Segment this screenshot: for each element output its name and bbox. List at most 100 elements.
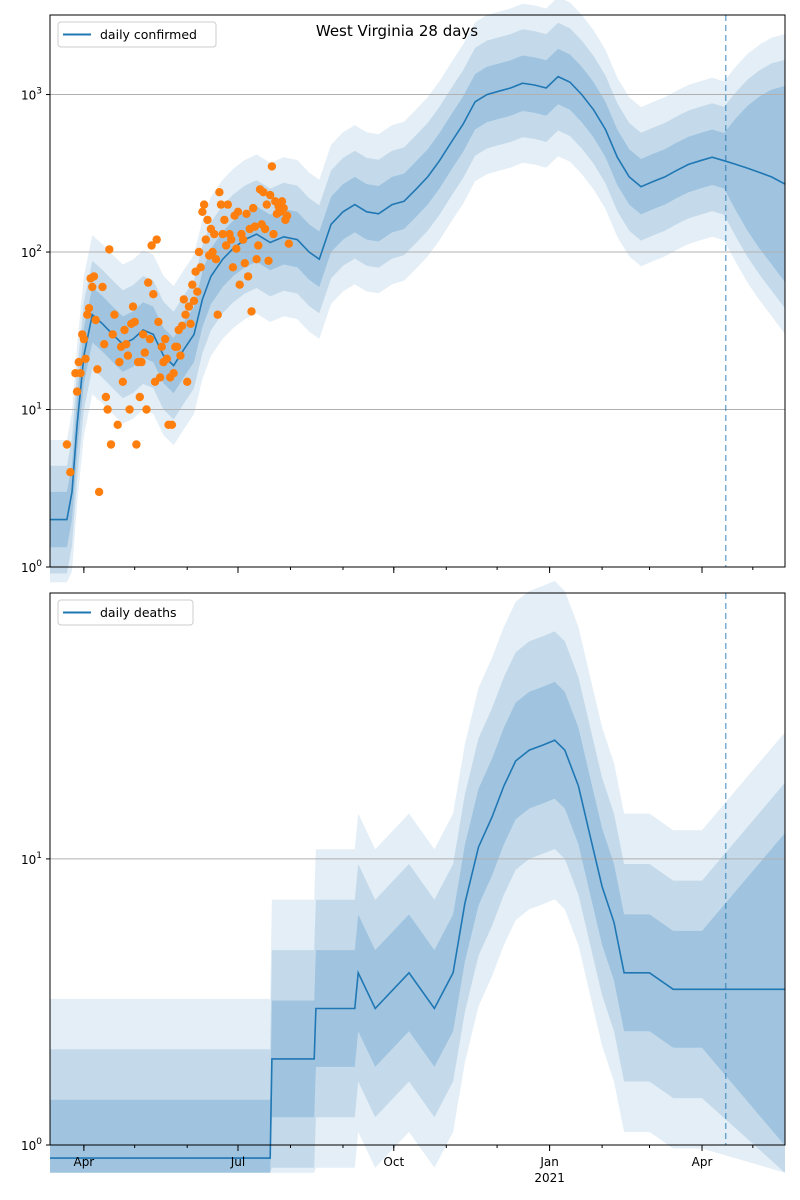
data-point-3 (72, 387, 82, 396)
data-point-112 (260, 224, 270, 234)
data-point-50 (155, 373, 165, 382)
data-point-83 (211, 255, 221, 264)
data-point-86 (216, 200, 226, 209)
data-point-73 (194, 247, 204, 257)
data-point-15 (93, 365, 102, 374)
data-point-26 (115, 357, 124, 367)
data-point-122 (277, 197, 287, 206)
data-point-58 (169, 369, 178, 378)
confidence-band-1 (50, 681, 785, 1173)
data-point-29 (120, 325, 129, 335)
data-point-23 (108, 330, 117, 339)
data-point-43 (144, 278, 153, 287)
x-tick-label-2: Oct (383, 1155, 404, 1169)
axes-frame (49, 592, 786, 1146)
data-point-126 (284, 239, 293, 248)
data-point-101 (242, 209, 251, 218)
data-point-28 (118, 377, 128, 386)
data-point-22 (106, 440, 116, 449)
data-point-64 (179, 295, 188, 304)
data-point-36 (132, 440, 141, 449)
data-point-1 (66, 468, 75, 477)
data-point-25 (113, 420, 122, 429)
data-point-12 (88, 282, 97, 292)
series-line (50, 739, 785, 1159)
data-point-113 (262, 200, 271, 209)
y-tick-label-3: 103 (21, 87, 42, 103)
data-point-72 (193, 287, 202, 296)
data-point-16 (94, 487, 104, 497)
data-point-34 (128, 302, 138, 311)
x-tick-label-4: Apr (692, 1155, 713, 1169)
data-point-32 (125, 405, 134, 414)
confidence-band-2 (50, 22, 785, 574)
confidence-band-3 (50, 0, 785, 583)
legend-box (57, 21, 217, 48)
data-point-8 (81, 354, 90, 363)
data-point-115 (266, 190, 275, 200)
data-point-41 (140, 348, 149, 357)
data-point-35 (130, 317, 139, 327)
data-point-39 (137, 357, 146, 367)
data-point-65 (181, 310, 190, 319)
data-point-70 (189, 296, 199, 305)
data-point-89 (221, 241, 231, 250)
data-point-95 (232, 244, 241, 253)
data-point-77 (201, 235, 210, 244)
data-point-68 (186, 319, 195, 328)
data-point-17 (98, 282, 107, 292)
data-point-88 (220, 215, 229, 225)
data-point-0 (62, 440, 72, 449)
data-point-102 (243, 272, 253, 281)
data-point-7 (79, 334, 89, 344)
data-point-49 (154, 317, 163, 327)
data-point-60 (172, 342, 182, 351)
panel-daily-deaths: 100 101 Apr Jul Oct Jan Apr 2021 daily deaths (21, 581, 786, 1185)
axes-frame (49, 14, 786, 568)
confidence-band-3 (50, 581, 785, 1173)
data-point-42 (142, 405, 151, 414)
data-point-125 (282, 211, 292, 220)
chart-title: West Virginia 28 days (316, 22, 478, 40)
legend-label: daily confirmed (100, 27, 197, 42)
data-point-78 (203, 215, 212, 225)
data-point-5 (76, 369, 85, 378)
data-point-51 (157, 342, 166, 351)
series-line (50, 75, 786, 521)
data-point-116 (267, 162, 277, 171)
data-point-87 (218, 229, 227, 239)
data-point-74 (196, 263, 205, 272)
data-point-14 (91, 315, 100, 325)
data-point-4 (74, 357, 84, 367)
data-point-21 (105, 245, 114, 254)
legend-label: daily deaths (100, 605, 177, 620)
data-point-96 (233, 207, 243, 216)
data-point-90 (223, 200, 232, 209)
data-point-104 (247, 307, 256, 316)
data-point-9 (83, 310, 92, 319)
confidence-band-2 (50, 631, 785, 1173)
data-point-85 (215, 188, 224, 197)
data-point-100 (240, 259, 249, 268)
data-point-20 (103, 405, 112, 414)
data-point-81 (208, 247, 217, 257)
x-tick-label-1: Jul (230, 1155, 245, 1169)
x-tick-label-3: Jan (539, 1155, 559, 1169)
data-point-54 (162, 354, 172, 363)
data-point-10 (84, 304, 94, 313)
data-point-111 (259, 188, 268, 197)
data-point-99 (238, 235, 248, 244)
data-point-106 (250, 222, 260, 231)
data-point-13 (89, 272, 99, 281)
x-year-label: 2021 (534, 1171, 565, 1185)
data-point-108 (254, 241, 263, 250)
data-point-38 (135, 392, 144, 402)
data-point-19 (101, 392, 111, 402)
data-point-24 (110, 310, 119, 319)
y-tick-label-1: 101 (21, 851, 42, 867)
y-tick-label-0: 100 (21, 1137, 42, 1153)
data-point-53 (161, 334, 170, 344)
panel-daily-confirmed: 100 101 102 103 daily confirmed (21, 0, 786, 583)
data-point-123 (279, 203, 288, 213)
